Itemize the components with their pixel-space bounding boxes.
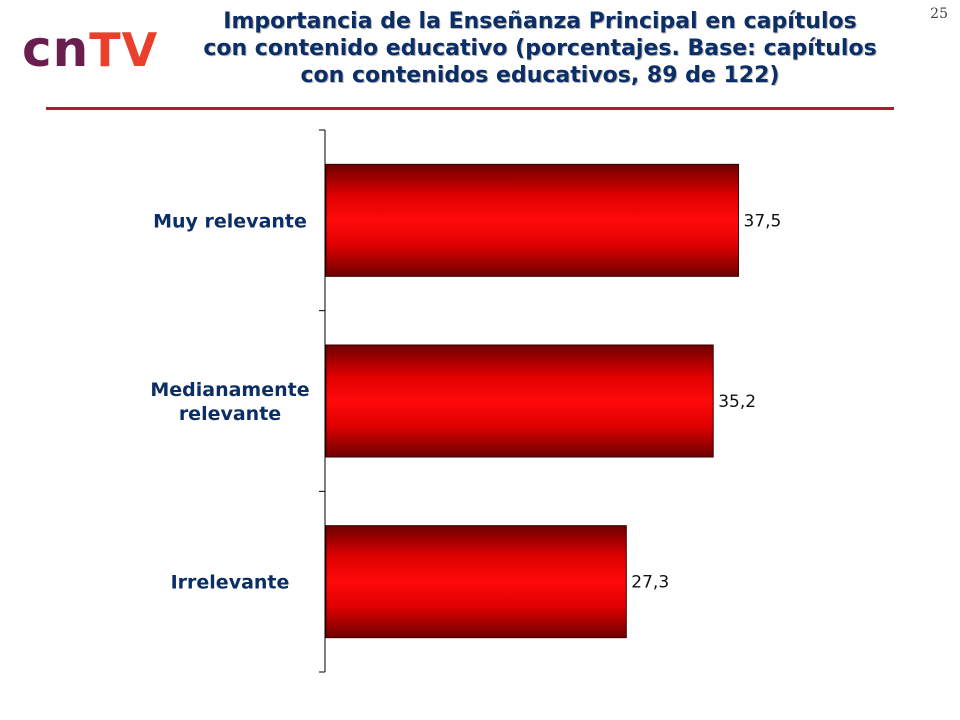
logo-tv: TV: [89, 23, 159, 77]
logo-cn: cn: [22, 20, 90, 78]
title-divider: [46, 107, 894, 110]
value-label: 27,3: [631, 573, 669, 593]
cntv-logo: cnTV: [22, 24, 158, 74]
value-label: 35,2: [718, 392, 756, 412]
chart-title-line: Importancia de la Enseñanza Principal en…: [223, 9, 857, 34]
labels-group: 37,5 Muy relevante 35,2 Medianamente relevan…: [150, 210, 781, 593]
category-label: Muy relevante: [153, 210, 307, 232]
chart-title-line: con contenido educativo (porcentajes. Ba…: [203, 36, 877, 61]
chart-title-line: con contenidos educativos, 89 de 122): [300, 63, 780, 88]
category-label: Medianamente relevante: [150, 379, 309, 425]
category-label: Irrelevante: [171, 572, 290, 594]
bars-group: [325, 163, 739, 639]
category-label-line: Muy relevante: [153, 210, 307, 232]
y-axis: [319, 129, 326, 673]
bar: [325, 344, 714, 458]
page-number: 25: [930, 6, 948, 22]
bar: [325, 525, 627, 639]
category-label-line: Medianamente: [150, 379, 309, 401]
value-label: 37,5: [744, 211, 782, 231]
bar: [325, 163, 739, 277]
category-label-line: relevante: [179, 403, 281, 425]
chart-title: Importancia de la Enseñanza Principal en…: [170, 8, 910, 89]
category-label-line: Irrelevante: [171, 572, 290, 594]
